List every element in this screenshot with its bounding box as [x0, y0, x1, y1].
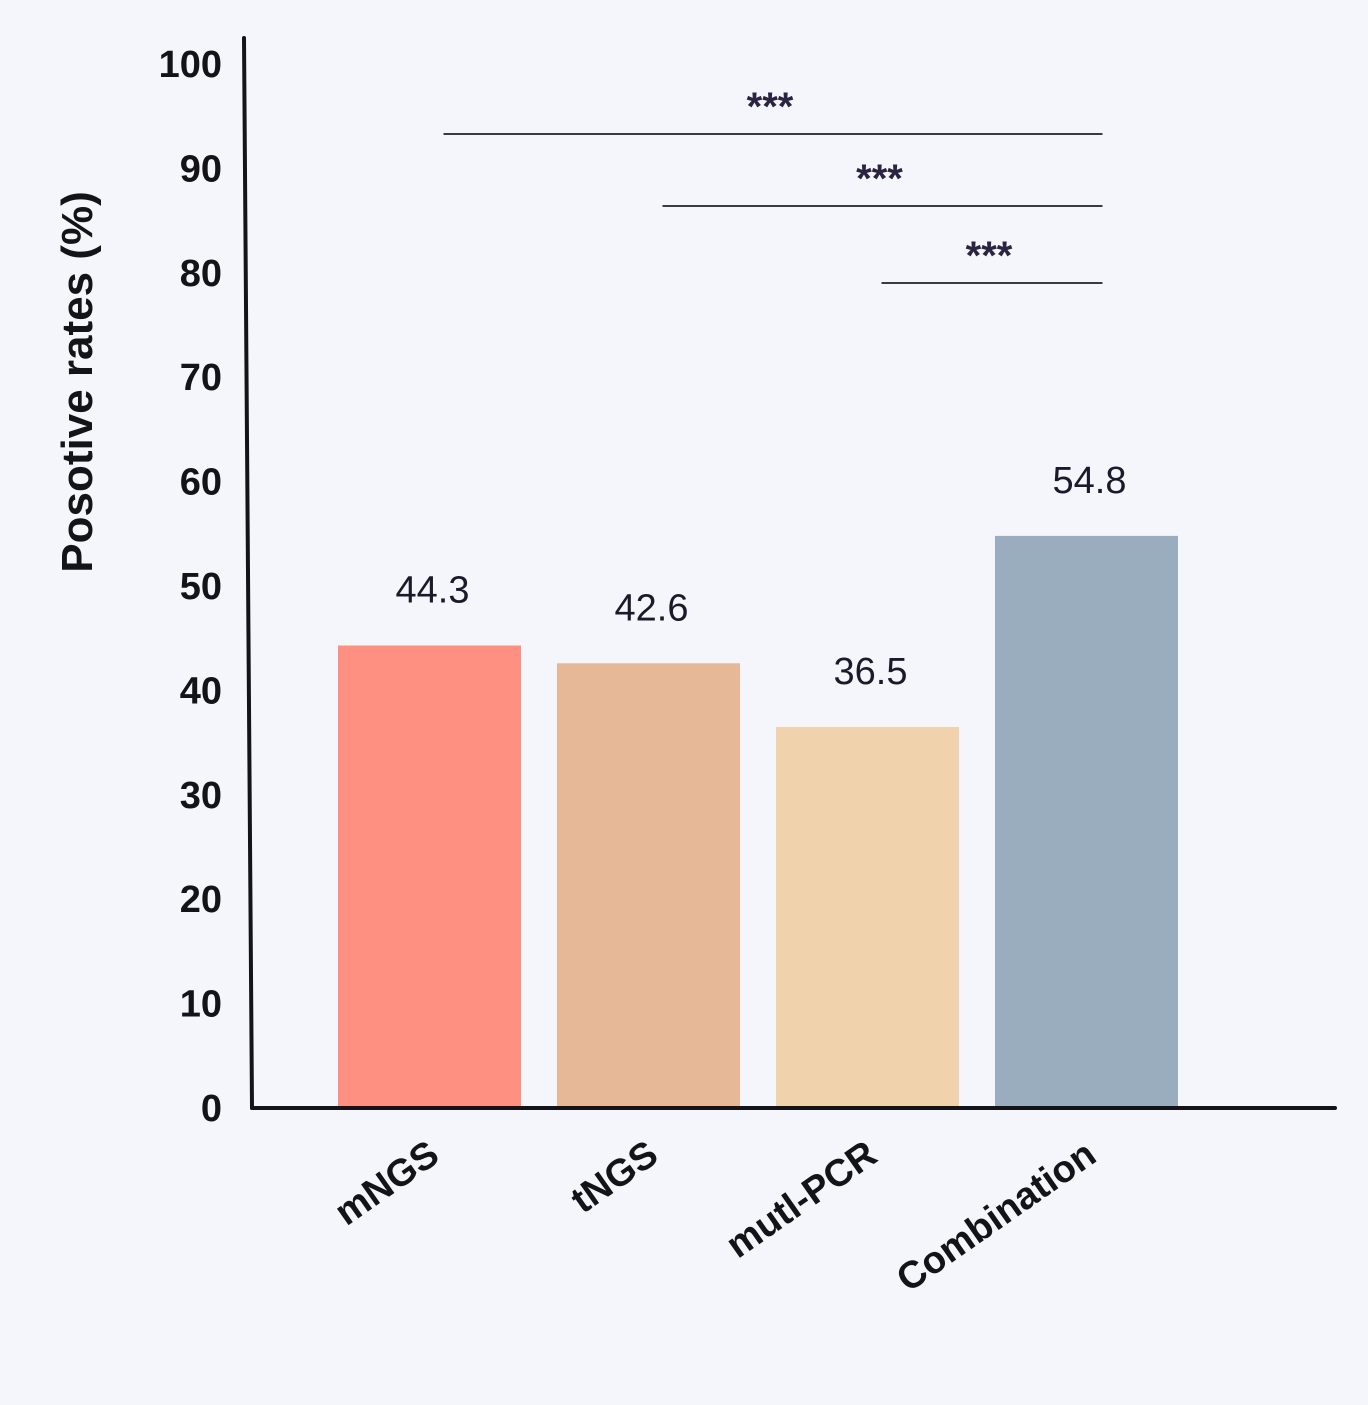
- x-tick-label: mutl-PCR: [719, 1133, 885, 1267]
- bars-group: [338, 535, 1178, 1108]
- significance-label: ***: [856, 157, 903, 201]
- value-labels-group: 44.3 42.6 36.5 54.8: [396, 460, 1127, 693]
- bar-mutl-pcr: [776, 726, 959, 1108]
- significance-group: *** *** ***: [443, 85, 1103, 284]
- x-tick-labels-group: mNGS tNGS mutl-PCR Combination: [327, 1133, 1103, 1301]
- value-label: 36.5: [834, 651, 908, 693]
- axes-group: [242, 36, 1337, 1110]
- value-label: 44.3: [396, 570, 470, 612]
- y-axis-line: [242, 36, 254, 1110]
- value-label: 54.8: [1053, 460, 1127, 502]
- y-tick-label: 30: [180, 775, 222, 817]
- bar-combination: [995, 535, 1178, 1108]
- bar-mngs: [338, 645, 521, 1108]
- bar-tngs: [557, 663, 740, 1108]
- y-tick-label: 50: [180, 566, 222, 608]
- y-tick-label: 70: [180, 357, 222, 399]
- significance-label: ***: [966, 234, 1013, 278]
- x-tick-label: Combination: [889, 1133, 1103, 1301]
- x-tick-label: mNGS: [327, 1133, 446, 1234]
- y-tick-label: 80: [180, 253, 222, 295]
- y-tick-label: 60: [180, 462, 222, 504]
- x-tick-label: tNGS: [564, 1133, 666, 1222]
- y-tick-label: 40: [180, 670, 222, 712]
- value-label: 42.6: [615, 587, 689, 629]
- y-tick-label: 100: [159, 44, 222, 86]
- y-tick-label: 10: [180, 984, 222, 1026]
- y-tick-labels-group: 0 10 20 30 40 50 60 70 80 90 100: [159, 44, 222, 1130]
- y-tick-label: 0: [201, 1088, 222, 1130]
- y-tick-label: 90: [180, 148, 222, 190]
- y-axis-label: Posotive rates (%): [53, 191, 102, 572]
- significance-label: ***: [747, 85, 794, 129]
- y-tick-label: 20: [180, 879, 222, 921]
